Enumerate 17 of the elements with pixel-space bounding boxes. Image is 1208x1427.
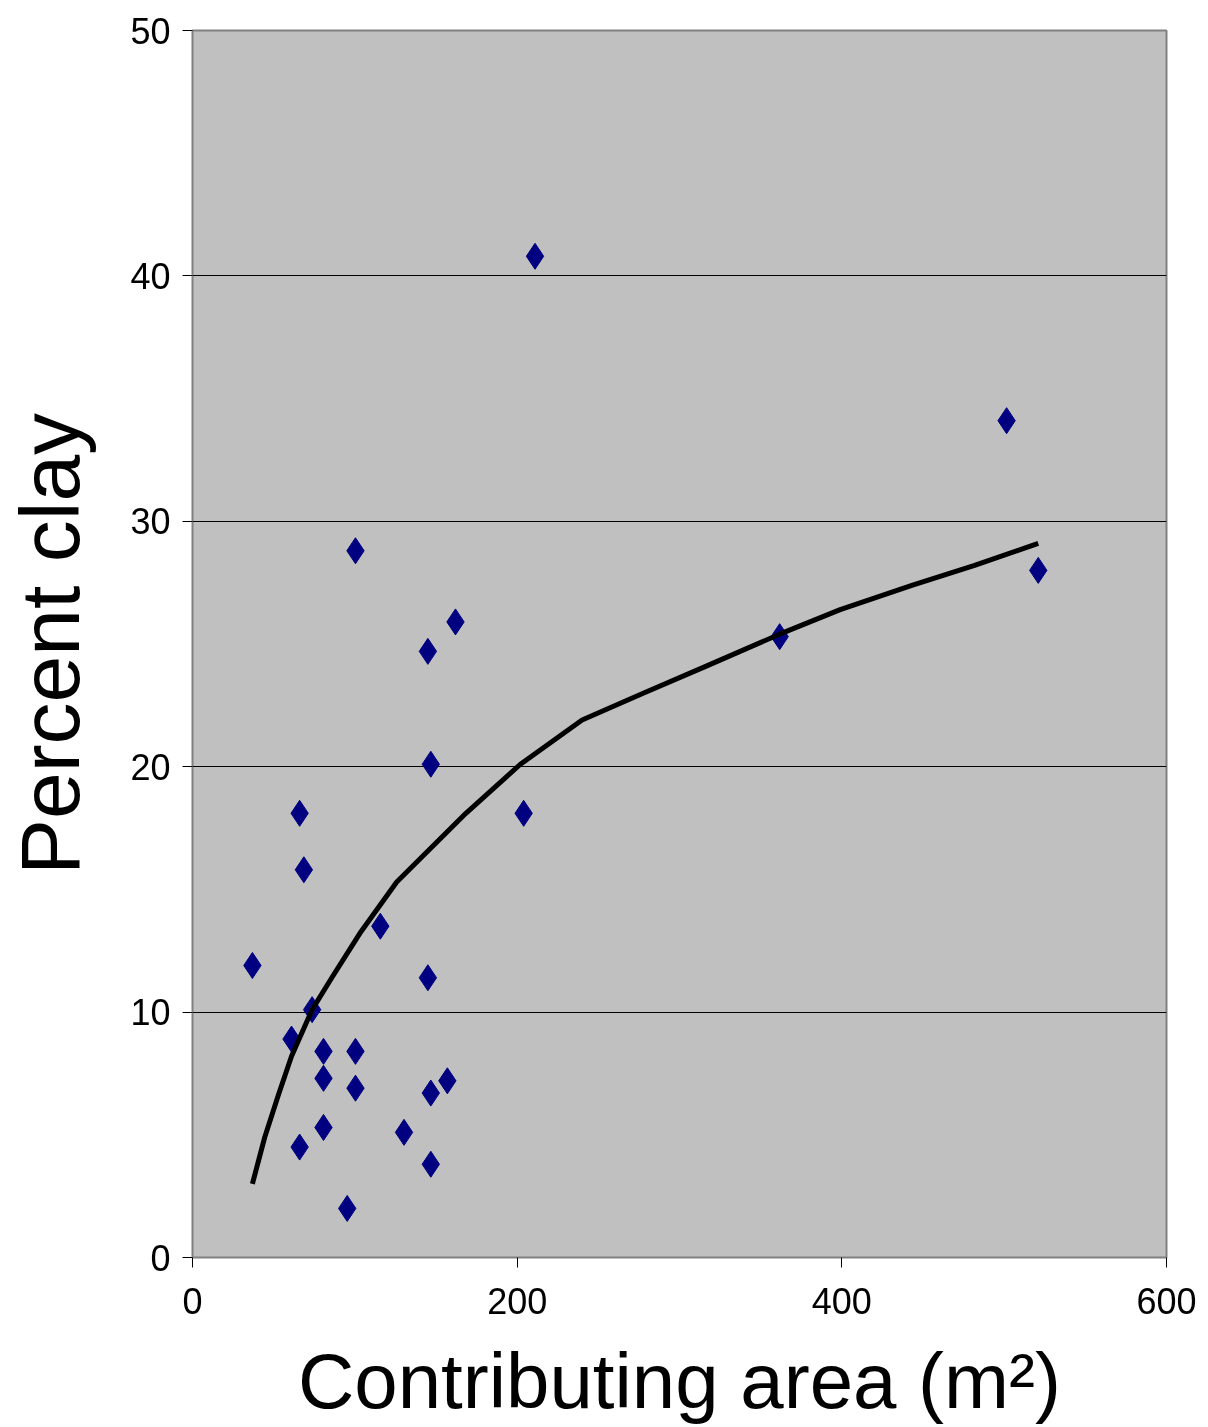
x-tick-label: 600: [1136, 1280, 1197, 1322]
y-tick-label: 10: [130, 992, 171, 1034]
point: [394, 1118, 414, 1146]
y-axis-title: Percent clay: [3, 412, 98, 876]
y-tick-label: 30: [130, 501, 171, 543]
y-tick-label: 20: [130, 746, 171, 788]
point: [418, 964, 438, 992]
y-tick-label: 50: [130, 10, 171, 52]
y-tick-label: 40: [130, 255, 171, 297]
x-tick-label: 200: [487, 1280, 548, 1322]
x-axis-title: Contributing area (m²): [298, 1336, 1061, 1425]
point: [525, 242, 545, 270]
x-tick-label: 0: [182, 1280, 203, 1322]
x-tick-label: 400: [811, 1280, 872, 1322]
point: [418, 637, 438, 665]
point: [294, 856, 314, 884]
y-tick-label: 0: [150, 1237, 171, 1279]
